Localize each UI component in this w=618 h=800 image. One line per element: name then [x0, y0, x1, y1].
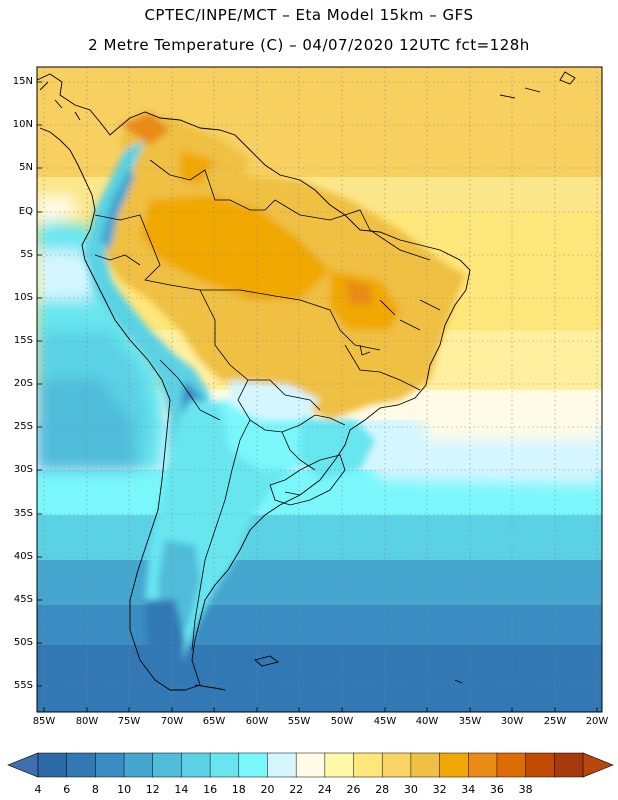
map-title-line-2: 2 Metre Temperature (C) – 04/07/2020 12U…	[88, 36, 530, 54]
lat-label-5n: 5N	[19, 162, 33, 173]
lon-label-80w: 80W	[75, 716, 99, 727]
lon-label-85w: 85W	[32, 716, 56, 727]
colorbar-box	[468, 752, 498, 778]
colorbar-label: 4	[34, 783, 42, 796]
colorbar-label: 30	[403, 783, 418, 796]
colorbar-label: 26	[346, 783, 361, 796]
colorbar	[7, 752, 614, 778]
colorbar-label: 20	[260, 783, 275, 796]
lat-label-5s: 5S	[20, 249, 33, 260]
lon-label-20w: 20W	[585, 716, 609, 727]
colorbar-box	[324, 752, 355, 778]
colorbar-label: 16	[203, 783, 218, 796]
lon-label-35w: 35W	[458, 716, 482, 727]
colorbar-box	[37, 752, 68, 778]
colorbar-box	[209, 752, 240, 778]
lat-label-50s: 50S	[13, 637, 33, 648]
colorbar-box	[123, 752, 154, 778]
colorbar-box	[66, 752, 96, 778]
colorbar-label: 6	[63, 783, 71, 796]
colorbar-min-arrow	[7, 752, 39, 778]
colorbar-box	[267, 752, 297, 778]
colorbar-label: 12	[145, 783, 160, 796]
colorbar-label: 18	[231, 783, 246, 796]
country-borders	[94, 159, 441, 651]
coastlines	[37, 71, 576, 691]
colorbar-max-arrow	[582, 752, 614, 778]
lat-label-10n: 10N	[12, 119, 33, 130]
lon-label-50w: 50W	[330, 716, 354, 727]
colorbar-box	[525, 752, 555, 778]
colorbar-box	[95, 752, 125, 778]
lon-label-60w: 60W	[245, 716, 269, 727]
lon-label-40w: 40W	[415, 716, 439, 727]
lon-label-30w: 30W	[500, 716, 524, 727]
temperature-field	[37, 67, 602, 712]
colorbar-box	[439, 752, 469, 778]
lat-label-10s: 10S	[13, 292, 33, 303]
lat-label-20s: 20S	[13, 378, 33, 389]
colorbar-box	[496, 752, 527, 778]
colorbar-box	[353, 752, 383, 778]
lat-label-eq: EQ	[18, 206, 33, 217]
colorbar-box	[295, 752, 326, 778]
lat-label-15n: 15N	[12, 76, 33, 87]
colorbar-label: 8	[91, 783, 99, 796]
colorbar-label: 36	[489, 783, 504, 796]
lat-label-15s: 15S	[13, 335, 33, 346]
colorbar-box	[238, 752, 269, 778]
lon-label-65w: 65W	[202, 716, 226, 727]
colorbar-label: 38	[518, 783, 533, 796]
lat-label-40s: 40S	[13, 551, 33, 562]
lat-label-30s: 30S	[13, 464, 33, 475]
colorbar-box	[410, 752, 441, 778]
colorbar-label: 34	[461, 783, 476, 796]
lon-label-75w: 75W	[117, 716, 141, 727]
lat-label-25s: 25S	[13, 421, 33, 432]
lon-label-25w: 25W	[543, 716, 567, 727]
colorbar-box	[152, 752, 182, 778]
colorbar-label: 10	[117, 783, 132, 796]
colorbar-box	[181, 752, 211, 778]
colorbar-box	[381, 752, 412, 778]
colorbar-label: 24	[317, 783, 332, 796]
colorbar-label: 14	[174, 783, 189, 796]
lon-label-70w: 70W	[160, 716, 184, 727]
colorbar-label: 32	[432, 783, 447, 796]
colorbar-label: 22	[289, 783, 304, 796]
colorbar-boxes	[37, 752, 584, 778]
lon-label-45w: 45W	[373, 716, 397, 727]
map-frame	[36, 66, 603, 713]
lat-label-45s: 45S	[13, 594, 33, 605]
lat-label-55s: 55S	[13, 680, 33, 691]
axis-ticks	[37, 81, 598, 712]
colorbar-box	[554, 752, 584, 778]
map-title-line-1: CPTEC/INPE/MCT – Eta Model 15km – GFS	[144, 6, 474, 24]
lon-label-55w: 55W	[287, 716, 311, 727]
colorbar-label: 28	[375, 783, 390, 796]
lat-label-35s: 35S	[13, 508, 33, 519]
